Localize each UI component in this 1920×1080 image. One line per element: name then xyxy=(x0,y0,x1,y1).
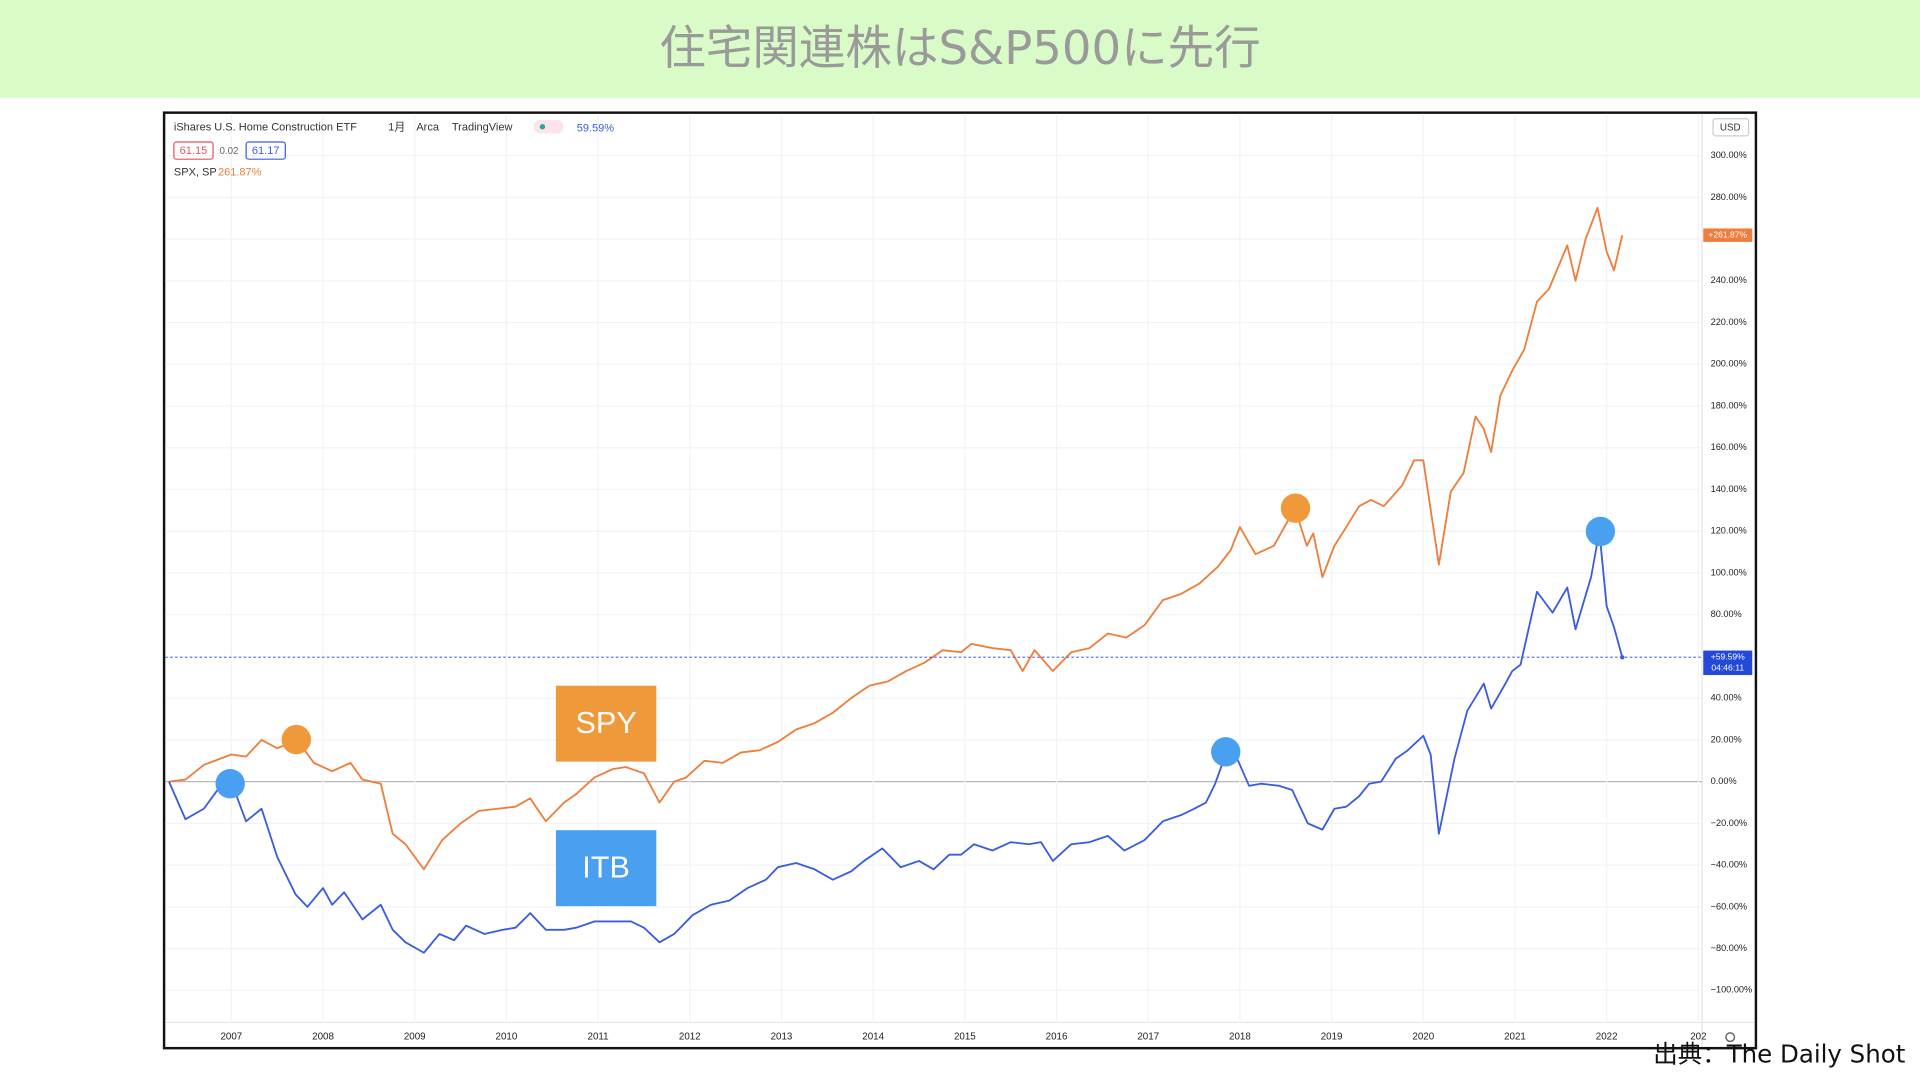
x-tick-label: 2020 xyxy=(1412,1032,1434,1043)
y-tick-label: 200.00% xyxy=(1711,359,1747,369)
series-line xyxy=(168,530,1624,954)
status-dot xyxy=(539,124,546,130)
x-tick-label: 2014 xyxy=(862,1032,884,1043)
y-tick-label: 280.00% xyxy=(1711,192,1747,202)
legend-box xyxy=(555,830,657,907)
y-tick-label: −40.00% xyxy=(1711,860,1747,870)
highlight-dot xyxy=(1585,516,1616,547)
spread: 0.02 xyxy=(219,146,238,157)
currency-button[interactable] xyxy=(1712,118,1750,137)
last-value-tag xyxy=(1703,228,1753,242)
status-pill xyxy=(533,120,564,134)
chart-frame xyxy=(162,111,1758,1050)
x-tick-label: 2013 xyxy=(771,1032,793,1043)
y-tick-label: 300.00% xyxy=(1711,150,1747,160)
symbol-name: iShares U.S. Home Construction ETF xyxy=(174,121,357,133)
y-tick-label: 100.00% xyxy=(1711,567,1747,577)
x-tick-label: 2009 xyxy=(404,1032,426,1043)
legend-label: SPY xyxy=(575,706,636,740)
highlight-dot xyxy=(215,768,245,799)
ask-box xyxy=(245,141,286,160)
legend-label: ITB xyxy=(582,850,630,884)
x-tick-label: 2016 xyxy=(1046,1032,1068,1043)
y-tick-label: −80.00% xyxy=(1711,943,1747,953)
change: 59.59% xyxy=(577,122,615,134)
x-tick-label: 2018 xyxy=(1229,1032,1251,1043)
x-tick-label: 2007 xyxy=(220,1032,242,1043)
series-line xyxy=(168,206,1624,871)
bid: 61.15 xyxy=(180,145,208,157)
exchange: Arca xyxy=(416,121,440,133)
y-tick-label: 220.00% xyxy=(1711,317,1747,327)
settings-icon[interactable] xyxy=(1725,1032,1736,1043)
source: 出典：The Daily Shot xyxy=(1653,1040,1905,1069)
platform: TradingView xyxy=(452,121,513,133)
last-value-label: +59.59% xyxy=(1711,652,1745,662)
x-tick-label: 2008 xyxy=(312,1032,334,1043)
y-tick-label: −100.00% xyxy=(1711,985,1753,995)
y-tick-label: −60.00% xyxy=(1711,901,1747,911)
legend-box xyxy=(555,685,657,762)
currency[interactable]: USD xyxy=(1720,123,1741,134)
x-tick-label: 202 xyxy=(1690,1032,1706,1043)
header-band xyxy=(0,0,1920,98)
compare-symbol: SPX, SP xyxy=(174,167,217,179)
y-tick-label: 240.00% xyxy=(1711,275,1747,285)
y-tick-label: 20.00% xyxy=(1711,734,1742,744)
countdown: 04:46:11 xyxy=(1711,663,1744,673)
y-tick-label: −20.00% xyxy=(1711,818,1747,828)
y-tick-label: 180.00% xyxy=(1711,400,1747,410)
bid-box xyxy=(173,141,214,160)
last-value-tag xyxy=(1703,650,1753,676)
x-tick-label: 2022 xyxy=(1596,1032,1618,1043)
x-tick-label: 2017 xyxy=(1137,1032,1159,1043)
highlight-dot xyxy=(1280,493,1311,523)
y-tick-label: 140.00% xyxy=(1711,484,1747,494)
interval: 1月 xyxy=(388,121,405,133)
x-tick-label: 2019 xyxy=(1321,1032,1343,1043)
x-tick-label: 2010 xyxy=(496,1032,518,1043)
compare-change: 261.87% xyxy=(218,167,262,179)
last-value-label: +261.87% xyxy=(1708,229,1747,239)
y-tick-label: 80.00% xyxy=(1711,609,1742,619)
x-tick-label: 2015 xyxy=(954,1032,976,1043)
y-tick-label: 0.00% xyxy=(1711,776,1737,786)
highlight-dot xyxy=(281,724,312,755)
y-tick-label: 40.00% xyxy=(1711,693,1742,703)
y-tick-label: 160.00% xyxy=(1711,442,1747,452)
plot: 300.00%280.00%260.00%240.00%220.00%200.0… xyxy=(165,113,1755,1047)
ask: 61.17 xyxy=(252,145,280,157)
y-tick-label: 120.00% xyxy=(1711,526,1747,536)
x-tick-label: 2012 xyxy=(679,1032,701,1043)
highlight-dot xyxy=(1211,737,1241,767)
x-tick-label: 2011 xyxy=(588,1032,609,1043)
x-tick-label: 2021 xyxy=(1504,1032,1526,1043)
last-point xyxy=(1620,655,1625,660)
slide-title: 住宅関連株はS&P500に先行 xyxy=(659,21,1260,75)
